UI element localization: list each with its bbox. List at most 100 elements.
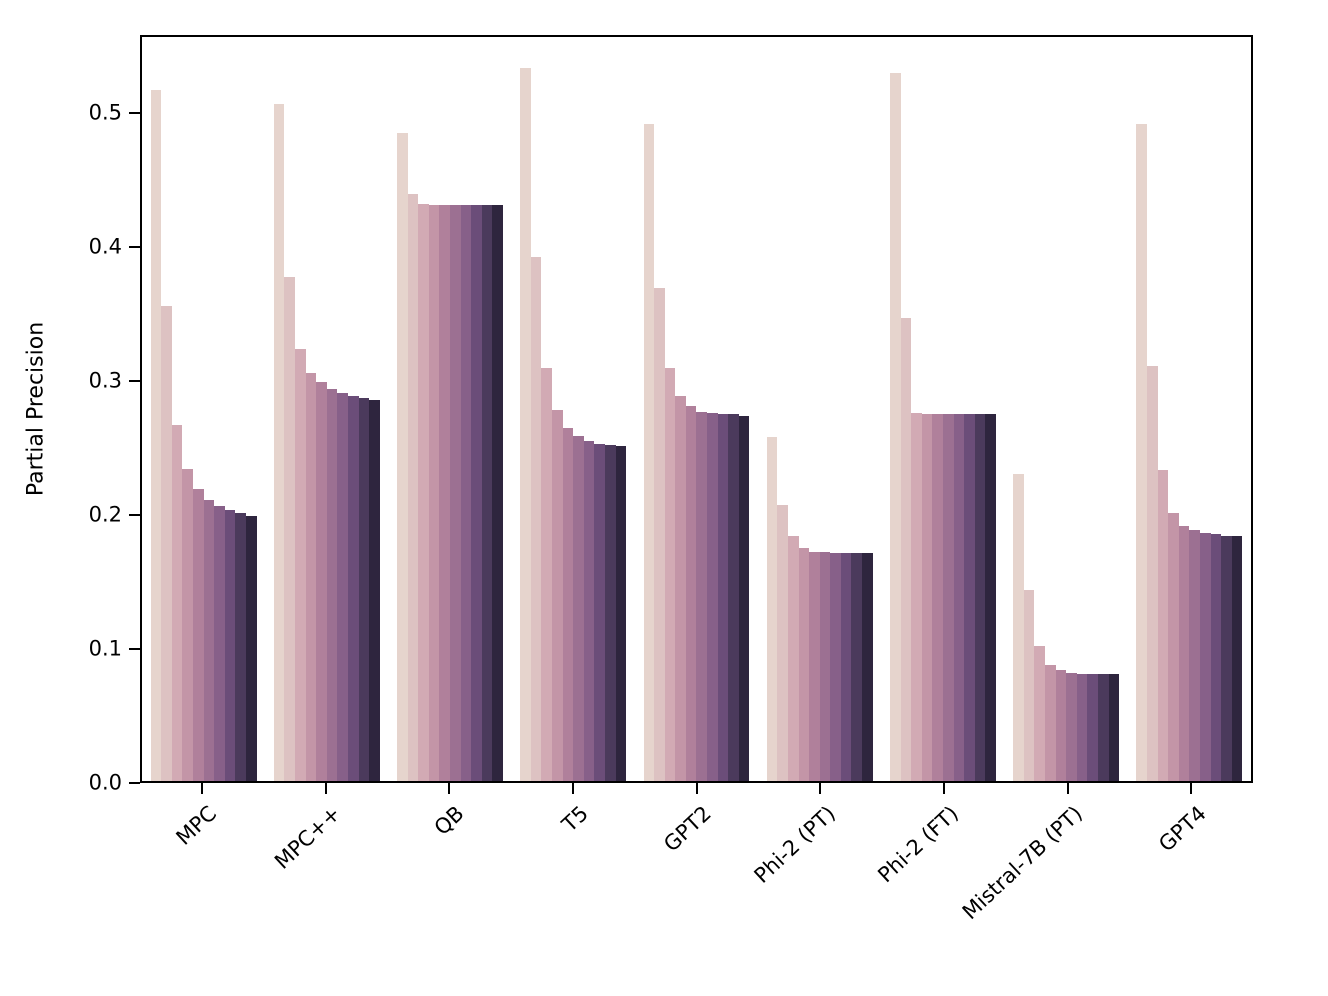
y-tick-label: 0.3 [88, 368, 122, 393]
bar [316, 382, 327, 781]
bar [1178, 526, 1190, 781]
bar [1055, 670, 1067, 781]
y-tick-mark [129, 513, 140, 516]
x-tick-label: Phi-2 (FT) [873, 801, 964, 888]
bar [942, 414, 954, 781]
bar [541, 367, 553, 781]
bar [1013, 474, 1024, 781]
x-tick-mark [819, 783, 822, 794]
bars-row [142, 37, 1251, 781]
x-tick-label: MPC++ [269, 801, 346, 874]
x-tick-mark [448, 783, 451, 794]
bar-block [150, 37, 257, 781]
plot-area [140, 35, 1253, 783]
bar [171, 425, 183, 781]
bar-group-phi-2-ft- [881, 37, 1004, 781]
y-tick-label: 0.5 [88, 100, 122, 125]
y-tick-mark [129, 782, 140, 784]
bar [418, 203, 429, 781]
bar [862, 553, 873, 781]
bar [224, 510, 236, 781]
bar-group-phi-2-pt- [758, 37, 881, 781]
bar [305, 373, 317, 781]
bar [985, 414, 996, 781]
bar [696, 411, 708, 781]
x-tick-mark [1066, 783, 1069, 794]
bar-group-gpt4 [1128, 37, 1251, 781]
bar [964, 414, 975, 781]
bar [1146, 366, 1158, 781]
bar [809, 551, 820, 781]
bar [481, 205, 493, 781]
bar [193, 489, 204, 781]
bar [738, 415, 750, 781]
x-tick-label: Phi-2 (PT) [749, 801, 840, 888]
x-tick-mark [324, 783, 327, 794]
bar [284, 277, 296, 781]
bar-group-mistral-7b-pt- [1005, 37, 1128, 781]
y-tick-mark [129, 379, 140, 382]
bar [214, 506, 225, 781]
bar-group-qb [388, 37, 511, 781]
bar [605, 445, 616, 781]
bar-block [1136, 37, 1243, 781]
bar [707, 413, 718, 781]
y-tick-mark [129, 647, 140, 650]
bar-block [643, 37, 750, 781]
bar [471, 205, 482, 781]
x-tick-mark [200, 783, 203, 794]
bar [358, 398, 370, 781]
y-tick-label: 0.1 [88, 636, 122, 661]
bar [460, 205, 472, 781]
x-tick-mark [571, 783, 574, 794]
bar [1189, 530, 1200, 781]
bar [1097, 674, 1109, 781]
bar [1157, 470, 1169, 781]
bar-block [1013, 37, 1120, 781]
x-tick-label: GPT4 [1154, 801, 1211, 857]
bar [1231, 535, 1243, 781]
bar-block [397, 37, 503, 781]
y-tick-label: 0.4 [88, 234, 122, 259]
bar [851, 553, 863, 781]
x-tick-label: QB [429, 801, 469, 840]
bar [664, 367, 676, 781]
bar [654, 287, 665, 781]
bar [1221, 535, 1232, 781]
bar-block [766, 37, 873, 781]
bar [150, 90, 162, 781]
bar [407, 194, 419, 781]
y-tick-label: 0.0 [88, 770, 122, 795]
bar [530, 257, 542, 781]
x-tick-label: GPT2 [659, 801, 717, 857]
bar [974, 414, 986, 781]
bar [921, 414, 933, 781]
bar [273, 103, 285, 781]
x-tick-label: MPC [171, 801, 222, 850]
y-tick-mark [129, 245, 140, 248]
bar-group-gpt2 [635, 37, 758, 781]
bar [840, 553, 852, 781]
bar [1199, 533, 1211, 781]
x-tick-label: Mistral-7B (PT) [957, 801, 1088, 925]
bar-group-mpc- [265, 37, 388, 781]
bar [728, 414, 739, 781]
bar [777, 505, 788, 781]
bar [182, 469, 193, 781]
x-tick-mark [942, 783, 945, 794]
bar-group-mpc [142, 37, 265, 781]
y-tick-mark [129, 111, 140, 114]
bar [717, 414, 729, 781]
bar [1076, 674, 1088, 781]
bar [1136, 123, 1147, 781]
bar [562, 427, 574, 781]
bar [830, 553, 841, 781]
bar [245, 515, 257, 781]
bar [369, 399, 380, 781]
bar [397, 133, 408, 781]
bar [766, 437, 778, 781]
bar [798, 547, 810, 781]
bar [900, 318, 912, 781]
bar [1023, 590, 1035, 781]
